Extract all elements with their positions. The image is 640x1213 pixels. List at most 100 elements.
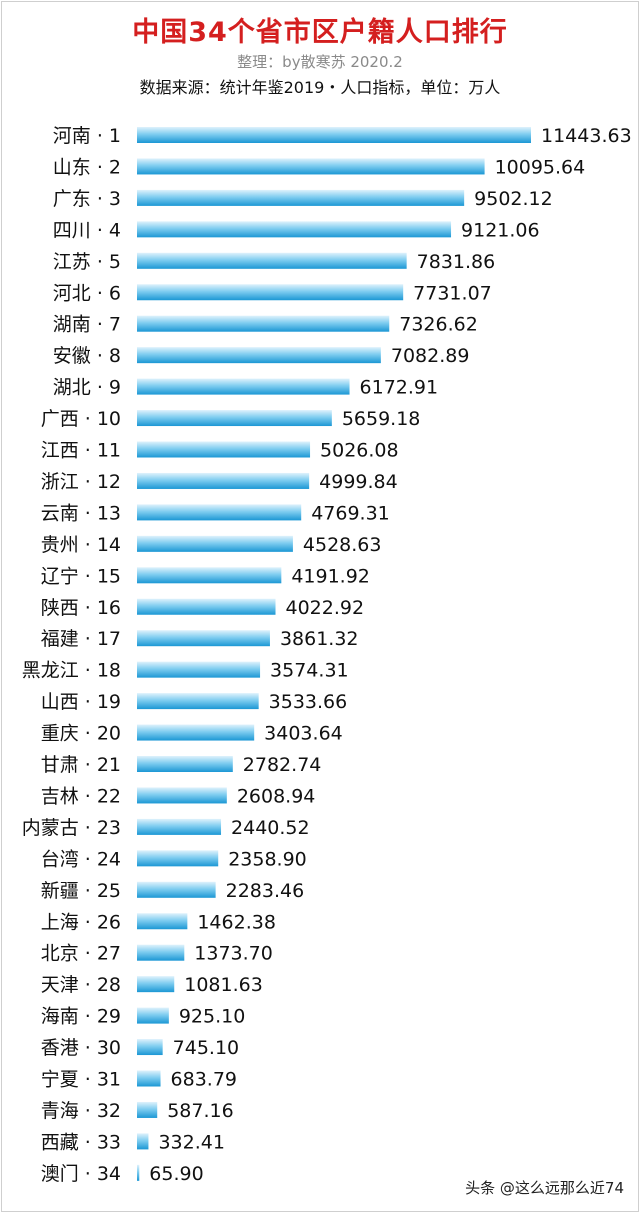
value-label: 4022.92	[286, 597, 365, 619]
bar	[137, 598, 276, 615]
bar	[137, 724, 255, 741]
bar	[137, 1133, 149, 1150]
bar	[137, 1007, 169, 1024]
category-label: 吉林 · 22	[41, 785, 121, 807]
category-label: 贵州 · 14	[41, 534, 121, 556]
category-label: 澳门 · 34	[41, 1163, 121, 1185]
value-label: 5026.08	[320, 440, 399, 462]
bar	[137, 976, 175, 993]
bar	[137, 1164, 140, 1181]
chart-title: 中国34个省市区户籍人口排行	[132, 17, 508, 48]
bar	[137, 693, 259, 710]
bar	[137, 756, 233, 772]
value-label: 5659.18	[342, 408, 421, 430]
bar	[137, 504, 302, 521]
bar	[137, 441, 311, 458]
category-label: 山西 · 19	[41, 691, 121, 713]
category-label: 新疆 · 25	[41, 880, 121, 902]
value-label: 2440.52	[231, 817, 310, 839]
value-label: 9502.12	[474, 188, 553, 210]
category-label: 江西 · 11	[41, 440, 121, 462]
bar	[137, 535, 293, 552]
value-label: 745.10	[173, 1037, 239, 1059]
value-label: 2608.94	[237, 785, 316, 807]
value-label: 3574.31	[270, 660, 349, 682]
category-label: 重庆 · 20	[41, 723, 121, 745]
category-label: 广东 · 3	[53, 188, 121, 210]
bar	[137, 1070, 161, 1087]
bar	[137, 221, 452, 238]
category-label: 宁夏 · 31	[41, 1069, 121, 1091]
watermark: 头条 @这么远那么近74	[465, 1179, 624, 1197]
category-label: 江苏 · 5	[53, 251, 121, 273]
category-label: 河北 · 6	[53, 282, 121, 304]
bar	[137, 284, 404, 301]
category-label: 内蒙古 · 23	[22, 817, 121, 839]
value-label: 4769.31	[311, 502, 390, 524]
data-source-note: 数据来源：统计年鉴2019・人口指标，单位：万人	[139, 78, 501, 97]
bar	[137, 127, 531, 143]
category-label: 北京 · 27	[41, 943, 121, 965]
value-label: 1373.70	[194, 943, 273, 965]
category-label: 上海 · 26	[41, 911, 121, 933]
value-label: 1462.38	[197, 911, 276, 933]
category-label: 湖南 · 7	[53, 314, 121, 336]
bar	[137, 1039, 163, 1056]
bar	[137, 378, 350, 395]
category-label: 海南 · 29	[41, 1006, 121, 1028]
bar	[137, 410, 332, 427]
value-label: 10095.64	[495, 156, 586, 178]
value-label: 2283.46	[226, 880, 305, 902]
bar	[137, 850, 219, 867]
value-label: 4528.63	[303, 534, 382, 556]
bar	[137, 661, 261, 678]
value-label: 1081.63	[184, 974, 263, 996]
bar	[137, 158, 485, 175]
value-label: 7082.89	[391, 345, 470, 367]
value-label: 7831.86	[417, 251, 496, 273]
bar	[137, 189, 465, 206]
value-label: 587.16	[167, 1100, 233, 1122]
category-label: 天津 · 28	[41, 974, 121, 996]
value-label: 11443.63	[541, 125, 632, 147]
bar	[137, 252, 407, 269]
bar	[137, 347, 381, 364]
category-label: 西藏 · 33	[41, 1131, 121, 1153]
value-label: 925.10	[179, 1006, 245, 1028]
category-label: 四川 · 4	[53, 219, 121, 241]
category-label: 甘肃 · 21	[41, 754, 121, 776]
category-label: 安徽 · 8	[53, 345, 121, 367]
value-label: 7326.62	[399, 314, 478, 336]
category-label: 云南 · 13	[41, 502, 121, 524]
value-label: 2358.90	[228, 848, 307, 870]
value-label: 4999.84	[319, 471, 398, 493]
category-label: 陕西 · 16	[41, 597, 121, 619]
category-label: 广西 · 10	[41, 408, 121, 430]
value-label: 65.90	[149, 1163, 203, 1185]
bar	[137, 630, 270, 647]
category-label: 香港 · 30	[41, 1037, 121, 1059]
category-label: 浙江 · 12	[41, 471, 121, 493]
category-label: 山东 · 2	[53, 156, 121, 178]
bar	[137, 881, 216, 898]
bar	[137, 913, 188, 930]
bar	[137, 567, 282, 584]
category-label: 青海 · 32	[41, 1100, 121, 1122]
value-label: 3403.64	[264, 723, 343, 745]
value-label: 6172.91	[360, 377, 439, 399]
value-label: 3533.66	[269, 691, 348, 713]
category-label: 河南 · 1	[53, 125, 121, 147]
value-label: 3861.32	[280, 628, 359, 650]
category-label: 黑龙江 · 18	[22, 660, 121, 682]
category-label: 湖北 · 9	[53, 377, 121, 399]
category-label: 台湾 · 24	[41, 848, 121, 870]
value-label: 2782.74	[243, 754, 322, 776]
category-label: 福建 · 17	[41, 628, 121, 650]
bar	[137, 315, 390, 332]
value-label: 332.41	[158, 1131, 224, 1153]
value-label: 7731.07	[413, 282, 492, 304]
bar	[137, 1101, 158, 1118]
bar	[137, 787, 227, 804]
